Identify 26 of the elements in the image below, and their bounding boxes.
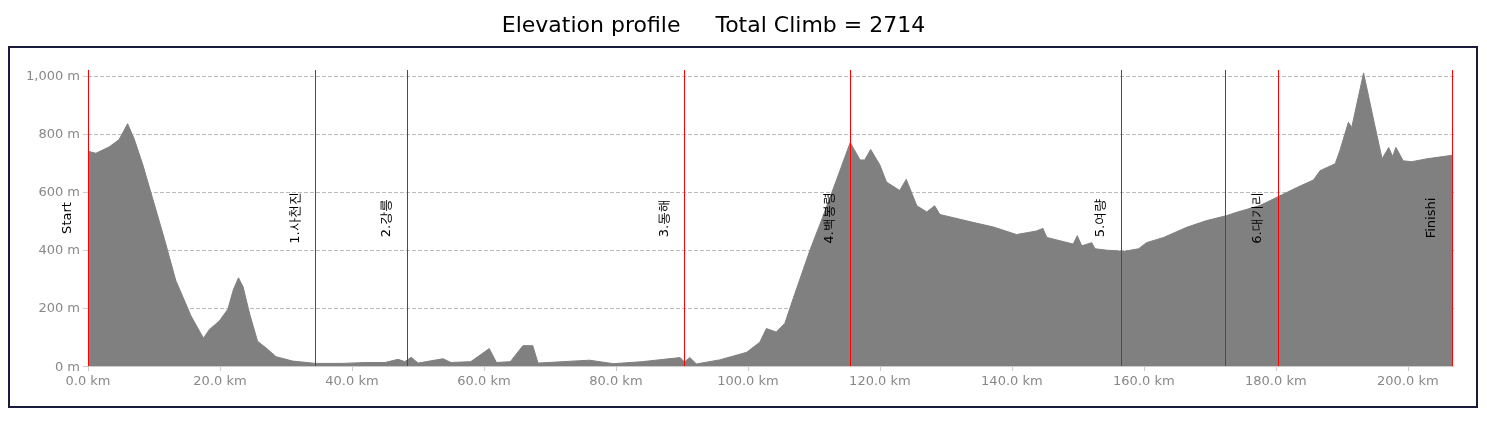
ref-line-label: 6.대기리 [1249, 192, 1265, 244]
y-tick-label: 800 m [38, 126, 80, 142]
x-tick-label: 120.0 km [849, 373, 911, 388]
y-tick-label: 1,000 m [25, 68, 80, 84]
x-tick-label: 60.0 km [457, 373, 511, 388]
x-tick-label: 80.0 km [589, 373, 643, 388]
chart-title: Elevation profile Total Climb = 2714 [500, 11, 927, 39]
x-tick-label: 0.0 km [65, 373, 111, 388]
ref-line-label: 3.동해 [655, 198, 671, 238]
x-tick-label: 20.0 km [193, 373, 247, 388]
y-tick-label: 400 m [38, 242, 80, 258]
y-tick-label: 200 m [38, 300, 80, 316]
x-tick-label: 140.0 km [981, 373, 1043, 388]
x-tick-label: 100.0 km [717, 373, 779, 388]
ref-line-label: 2.강릉 [378, 198, 394, 238]
x-tick-label: 180.0 km [1245, 373, 1307, 388]
ref-line-label: Finishi [1423, 197, 1439, 239]
x-tick-label: 200.0 km [1377, 373, 1439, 388]
ref-line-label: 1.사천진 [286, 192, 302, 244]
y-tick-label: 600 m [38, 184, 80, 200]
x-tick-label: 160.0 km [1113, 373, 1175, 388]
x-tick-label: 40.0 km [325, 373, 379, 388]
ref-line-label: 5.여량 [1092, 198, 1108, 238]
y-tick-label: 0 m [54, 358, 80, 374]
ref-line-label: 4.백봉령 [821, 192, 837, 244]
ref-line-label: Start [59, 202, 74, 234]
